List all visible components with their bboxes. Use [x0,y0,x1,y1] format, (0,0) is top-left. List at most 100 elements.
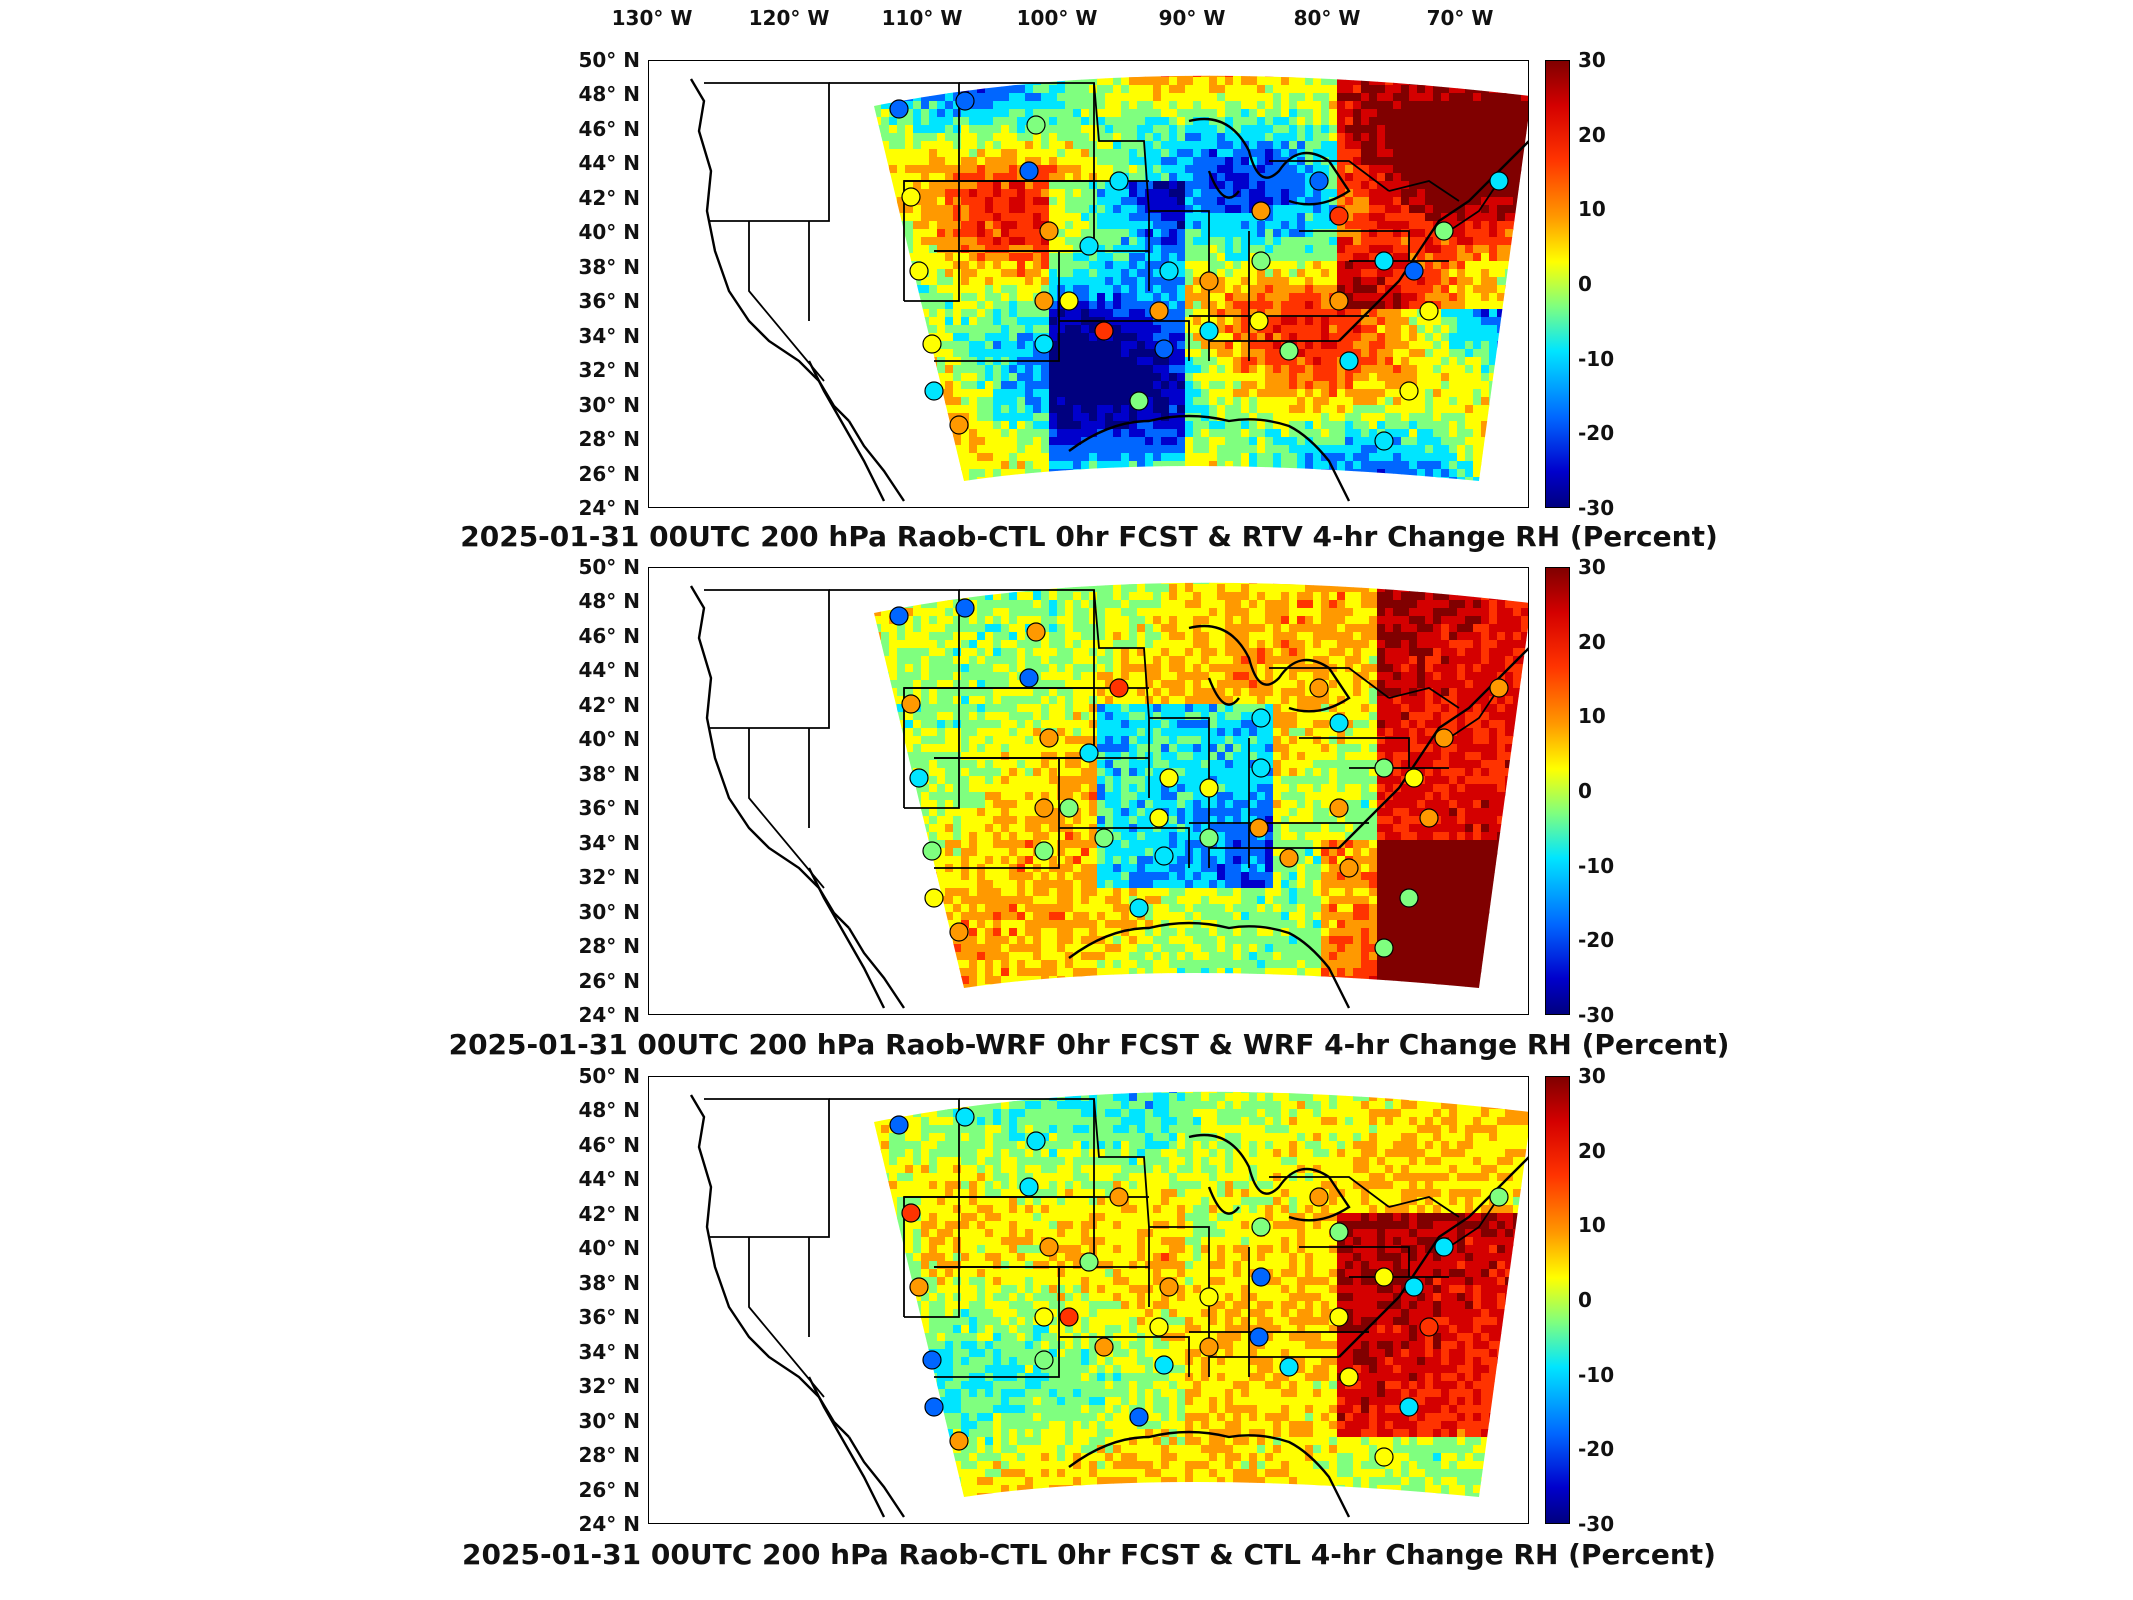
raob-station-marker [1019,1177,1039,1197]
raob-station-marker [901,1203,921,1223]
coastline [689,1094,850,1438]
raob-station-marker [1329,713,1349,733]
state-boundary [704,82,830,222]
latitude-label: 46° N [578,623,640,648]
state-boundary [1093,589,1150,798]
state-boundary [1388,180,1460,202]
colorbar-tick-label: 30 [1578,555,1606,579]
coastline [689,585,850,929]
panel-title: 2025-01-31 00UTC 200 hPa Raob-WRF 0hr FC… [448,1028,1730,1061]
raob-station-marker [1079,236,1099,256]
raob-station-marker [1159,261,1179,281]
raob-station-marker [1034,798,1054,818]
coastline [1068,414,1351,502]
longitude-label: 110° W [881,6,963,30]
latitude-label: 46° N [578,1132,640,1157]
raob-station-marker [1399,888,1419,908]
coastline [1068,921,1351,1009]
raob-station-marker [1434,728,1454,748]
state-boundary [1269,1176,1390,1208]
raob-station-marker [1039,221,1059,241]
raob-station-marker [1489,171,1509,191]
raob-station-marker [1404,768,1424,788]
raob-station-marker [1026,622,1046,642]
coastline [807,867,905,1009]
raob-station-marker [1329,206,1349,226]
latitude-label: 42° N [578,692,640,717]
raob-station-marker [1374,938,1394,958]
raob-station-marker [1309,171,1329,191]
latitude-label: 30° N [578,392,640,417]
latitude-label: 26° N [578,461,640,486]
raob-station-marker [955,598,975,618]
raob-station-marker [949,922,969,942]
colorbar-tick-label: 0 [1578,1288,1592,1312]
raob-station-marker [901,187,921,207]
coastline [807,360,905,502]
raob-station-marker [1249,1327,1269,1347]
state-boundary [1299,230,1410,261]
raob-station-marker [1251,201,1271,221]
raob-station-marker [1154,846,1174,866]
colorbar-tick-label: 10 [1578,197,1606,222]
raob-station-marker [1339,1367,1359,1387]
state-boundary [1448,687,1500,739]
longitude-label: 100° W [1016,6,1098,30]
raob-station-marker [1374,251,1394,271]
raob-station-marker [1419,808,1439,828]
state-boundary [1059,827,1190,868]
latitude-label: 44° N [578,658,640,683]
state-boundary [1093,82,1150,291]
latitude-label: 32° N [578,1374,640,1399]
latitude-label: 42° N [578,185,640,210]
state-boundary [1149,210,1210,291]
latitude-label: 40° N [578,727,640,752]
rh-field-cells [874,582,1528,988]
latitude-label: 50° N [578,1064,640,1088]
raob-station-marker [1159,1277,1179,1297]
colorbar [1545,60,1570,508]
state-boundary [748,221,825,382]
latitude-label: 36° N [578,289,640,314]
latitude-label: 26° N [578,968,640,993]
raob-station-marker [909,1277,929,1297]
raob-station-marker [1199,271,1219,291]
state-boundary [1448,180,1500,232]
raob-station-marker [1149,301,1169,321]
raob-station-marker [1419,301,1439,321]
raob-station-marker [1034,291,1054,311]
raob-station-marker [1019,668,1039,688]
raob-station-marker [1399,1397,1419,1417]
colorbar-tick-label: -30 [1578,1003,1615,1027]
rh-change-field-map [689,582,1528,1009]
raob-station-marker [1199,828,1219,848]
latitude-label: 38° N [578,254,640,279]
colorbar-tick-label: 30 [1578,48,1606,72]
raob-station-marker [1339,858,1359,878]
raob-station-marker [1129,898,1149,918]
raob-station-marker [1374,431,1394,451]
latitude-label: 38° N [578,761,640,786]
state-boundary [1059,320,1190,361]
state-boundary [934,757,1060,869]
raob-station-marker [1094,828,1114,848]
coastline [807,1376,905,1518]
state-boundary [1269,667,1390,699]
colorbar [1545,567,1570,1015]
raob-station-marker [1249,818,1269,838]
raob-station-marker [1329,291,1349,311]
raob-station-marker [1059,1307,1079,1327]
state-boundary [904,1196,960,1318]
raob-station-marker [1159,768,1179,788]
raob-station-marker [1039,1237,1059,1257]
raob-station-marker [1251,708,1271,728]
raob-station-marker [1374,1267,1394,1287]
latitude-label: 28° N [578,934,640,959]
raob-station-marker [1489,678,1509,698]
map-plot-area [648,567,1529,1015]
coastline [689,78,850,422]
latitude-label: 32° N [578,865,640,890]
raob-station-marker [1094,1337,1114,1357]
raob-station-marker [949,1431,969,1451]
panel-title: 2025-01-31 00UTC 200 hPa Raob-CTL 0hr FC… [460,520,1718,553]
